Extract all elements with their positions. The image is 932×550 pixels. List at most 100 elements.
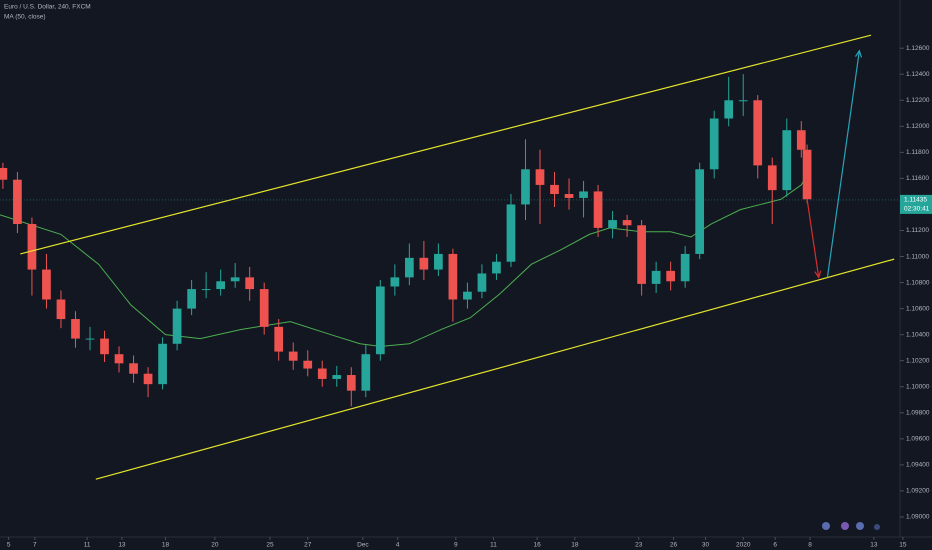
candle-body	[724, 100, 734, 119]
x-tick-label: Dec	[357, 542, 369, 549]
trend-line	[806, 199, 820, 278]
candle-body	[0, 167, 8, 180]
y-tick-label: 1.12200	[906, 97, 930, 104]
candle-body	[579, 191, 588, 198]
candle-body	[564, 194, 574, 198]
x-tick-label: 6	[773, 542, 777, 549]
candle-body	[419, 257, 429, 270]
y-tick-label: 1.12400	[906, 71, 930, 78]
candle-body	[666, 270, 675, 282]
x-tick-label: 27	[304, 542, 312, 549]
y-tick-label: 1.09600	[906, 436, 930, 443]
x-tick-label: 30	[702, 542, 710, 549]
x-tick-label: 2020	[736, 542, 751, 549]
candle-body	[361, 354, 371, 391]
x-tick-label: 15	[899, 542, 907, 549]
candle-body	[129, 363, 138, 374]
candle-body	[390, 277, 400, 287]
candle-body	[71, 319, 80, 339]
countdown-label: 02:30:41	[904, 206, 930, 213]
icon	[856, 522, 864, 530]
candle-body	[802, 149, 812, 200]
y-tick-label: 1.09400	[906, 462, 930, 469]
candle-body	[680, 253, 690, 282]
candle-body	[753, 100, 763, 166]
y-tick-label: 1.12000	[906, 123, 930, 130]
candle-body	[187, 289, 196, 309]
chart-title: Euro / U.S. Dollar, 240, FXCM	[4, 4, 91, 11]
x-tick-label: 23	[635, 542, 643, 549]
candle-body	[796, 130, 806, 150]
candle-body	[332, 375, 342, 379]
icon	[841, 522, 849, 530]
y-tick-label: 1.09200	[906, 488, 930, 495]
toolbar-icons	[822, 522, 880, 530]
candle-body	[637, 225, 646, 284]
y-tick-label: 1.10600	[906, 305, 930, 312]
candle-body	[100, 338, 109, 355]
candle-body	[317, 368, 327, 379]
y-tick-label: 1.10200	[906, 357, 930, 364]
x-tick-label: 18	[571, 542, 579, 549]
candle-body	[695, 169, 705, 254]
candle-body	[288, 351, 298, 361]
y-tick-label: 1.10000	[906, 383, 930, 390]
trend-line	[95, 258, 895, 480]
y-tick-label: 1.12600	[906, 45, 930, 52]
candle-body	[230, 277, 240, 282]
candle-body	[27, 223, 37, 270]
x-tick-label: 18	[162, 542, 170, 549]
candle-body	[622, 220, 632, 226]
x-tick-label: 5	[7, 542, 11, 549]
x-tick-label: 9	[454, 542, 458, 549]
x-tick-label: 16	[533, 542, 541, 549]
candle-body	[738, 100, 748, 102]
candle-body	[434, 253, 443, 270]
x-tick-label: 26	[670, 542, 678, 549]
x-tick-label: 20	[211, 542, 219, 549]
candle-body	[535, 169, 545, 185]
candle-body	[85, 338, 95, 340]
candle-body	[56, 299, 66, 320]
candle-body	[346, 375, 356, 391]
candle-body	[593, 191, 603, 228]
candle-body	[245, 277, 255, 290]
candle-body	[709, 118, 719, 170]
x-tick-label: 25	[266, 542, 274, 549]
icon	[874, 524, 880, 530]
x-tick-label: 4	[396, 542, 400, 549]
candle-body	[375, 286, 385, 355]
candle-body	[114, 354, 124, 364]
candle-body	[550, 184, 559, 195]
candle-body	[201, 289, 211, 291]
candle-body	[42, 269, 51, 300]
candle-body	[274, 326, 284, 352]
candle-body	[463, 291, 472, 300]
x-tick-label: 8	[808, 542, 812, 549]
candle-body	[303, 360, 313, 369]
arrow-head	[854, 49, 863, 58]
candle-body	[13, 179, 22, 224]
x-tick-label: 13	[870, 542, 878, 549]
candle-body	[477, 273, 487, 292]
trend-line	[826, 50, 860, 278]
legend-entry: MA (50, close)	[4, 14, 46, 21]
last-price-label: 1.11435	[904, 197, 927, 204]
y-tick-label: 1.11800	[906, 149, 929, 156]
y-tick-label: 1.09800	[906, 410, 930, 417]
candle-body	[143, 373, 153, 385]
candle-body	[158, 343, 167, 385]
icon	[822, 522, 830, 530]
moving-average-line	[0, 174, 808, 347]
candle-body	[259, 289, 269, 327]
y-tick-label: 1.09000	[906, 514, 930, 521]
y-tick-label: 1.11200	[906, 227, 929, 234]
x-tick-label: 7	[33, 542, 37, 549]
candle-body	[172, 308, 182, 344]
candle-body	[506, 204, 516, 262]
x-tick-label: 11	[490, 542, 497, 549]
candle-body	[521, 169, 530, 205]
candle-body	[608, 220, 617, 228]
